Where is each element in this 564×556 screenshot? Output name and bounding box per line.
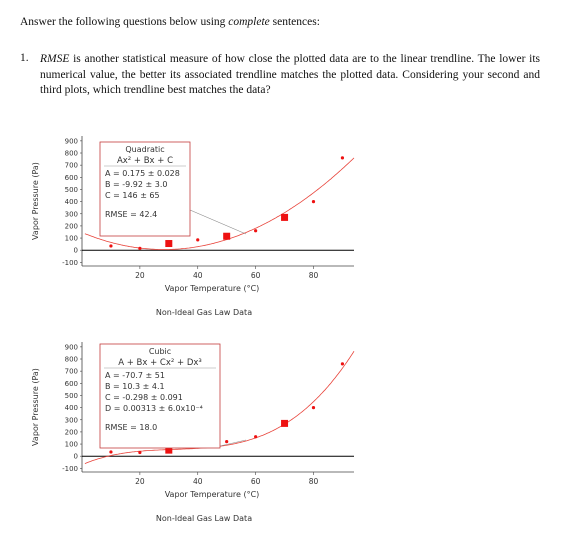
y-tick-label: 700 — [65, 162, 78, 170]
fit-box-formula: A + Bx + Cx² + Dx³ — [118, 358, 202, 368]
fit-box-rmse: RMSE = 42.4 — [105, 210, 157, 219]
instructions-start: Answer the following questions below usi… — [20, 16, 229, 28]
fit-box-param: A = -70.7 ± 51 — [105, 371, 165, 380]
data-point — [109, 450, 113, 454]
y-tick-label: 700 — [65, 368, 78, 376]
question-body: is another statistical measure of how cl… — [40, 53, 540, 96]
y-tick-label: 600 — [65, 380, 78, 388]
instructions-end: sentences: — [269, 16, 320, 28]
data-point — [138, 246, 142, 250]
y-tick-label: 400 — [65, 404, 78, 412]
y-tick-label: -100 — [62, 465, 78, 473]
y-axis-label: Vapor Pressure (Pa) — [31, 162, 40, 240]
instructions-emphasis: complete — [228, 16, 270, 28]
fit-box-formula: Ax² + Bx + C — [117, 156, 173, 166]
data-point — [311, 406, 316, 410]
y-tick-label: 800 — [65, 150, 78, 158]
data-point — [196, 238, 200, 242]
data-point — [340, 156, 345, 160]
y-axis-label: Vapor Pressure (Pa) — [31, 368, 40, 446]
y-tick-label: 300 — [65, 416, 78, 424]
x-tick-label: 40 — [193, 477, 203, 486]
data-point — [138, 450, 142, 455]
data-point — [254, 435, 258, 439]
y-tick-label: 800 — [65, 356, 78, 364]
chart-title: Non-Ideal Gas Law Data — [156, 514, 252, 523]
fit-box-param: A = 0.175 ± 0.028 — [105, 169, 180, 178]
x-tick-label: 60 — [251, 477, 261, 486]
x-tick-label: 60 — [251, 271, 261, 280]
instructions: Answer the following questions below usi… — [20, 16, 320, 28]
data-point-selected — [281, 213, 289, 221]
fit-box-title: Quadratic — [125, 145, 164, 154]
data-point-selected — [165, 446, 173, 454]
y-tick-label: 0 — [74, 247, 78, 255]
fit-box-param: C = 146 ± 65 — [105, 191, 160, 200]
question-text: RMSE is another statistical measure of h… — [40, 52, 540, 99]
question-number: 1. — [20, 52, 29, 64]
x-axis-label: Vapor Temperature (°C) — [165, 490, 260, 499]
data-point — [311, 200, 316, 204]
data-point — [254, 229, 258, 233]
fit-curve — [84, 157, 355, 250]
y-tick-label: 400 — [65, 198, 78, 206]
y-tick-label: 500 — [65, 392, 78, 400]
x-tick-label: 80 — [309, 477, 319, 486]
y-tick-label: 200 — [65, 222, 78, 230]
data-point — [109, 244, 113, 248]
fit-box-rmse: RMSE = 18.0 — [105, 423, 157, 432]
y-tick-label: 100 — [65, 441, 78, 449]
chart-title: Non-Ideal Gas Law Data — [156, 308, 252, 317]
y-tick-label: 900 — [65, 343, 78, 351]
cubic-fit-chart: 900 800 700 600 500 400 300 200 100 0 -100 20 40 60 80… — [31, 342, 355, 523]
data-point-selected — [223, 232, 231, 240]
y-tick-label: 0 — [74, 453, 78, 461]
y-tick-label: 900 — [65, 137, 78, 145]
x-axis-label: Vapor Temperature (°C) — [165, 284, 260, 293]
fit-box-param: B = 10.3 ± 4.1 — [105, 382, 165, 391]
x-tick-label: 20 — [135, 477, 145, 486]
x-tick-label: 80 — [309, 271, 319, 280]
y-tick-label: 200 — [65, 428, 78, 436]
fit-box-leader — [219, 439, 247, 447]
fit-box-param: D = 0.00313 ± 6.0x10⁻⁴ — [105, 404, 203, 413]
data-point-selected — [281, 419, 289, 427]
fit-box-param: C = -0.298 ± 0.091 — [105, 393, 183, 402]
data-point — [340, 362, 345, 366]
question-term: RMSE — [40, 53, 70, 65]
y-tick-label: 300 — [65, 210, 78, 218]
data-point — [225, 440, 229, 444]
y-tick-label: 500 — [65, 186, 78, 194]
data-point-selected — [165, 240, 173, 248]
y-tick-label: 600 — [65, 174, 78, 182]
y-tick-label: 100 — [65, 235, 78, 243]
x-tick-label: 40 — [193, 271, 203, 280]
fit-box-title: Cubic — [149, 347, 171, 356]
fit-box — [99, 343, 221, 449]
fit-box-leader — [189, 209, 247, 235]
fit-box — [99, 141, 191, 237]
fit-box-param: B = -9.92 ± 3.0 — [105, 180, 168, 189]
y-tick-label: -100 — [62, 259, 78, 267]
x-tick-label: 20 — [135, 271, 145, 280]
quadratic-fit-chart: 900 800 700 600 500 400 300 200 100 0 -100 20 40 60 80… — [31, 136, 355, 317]
